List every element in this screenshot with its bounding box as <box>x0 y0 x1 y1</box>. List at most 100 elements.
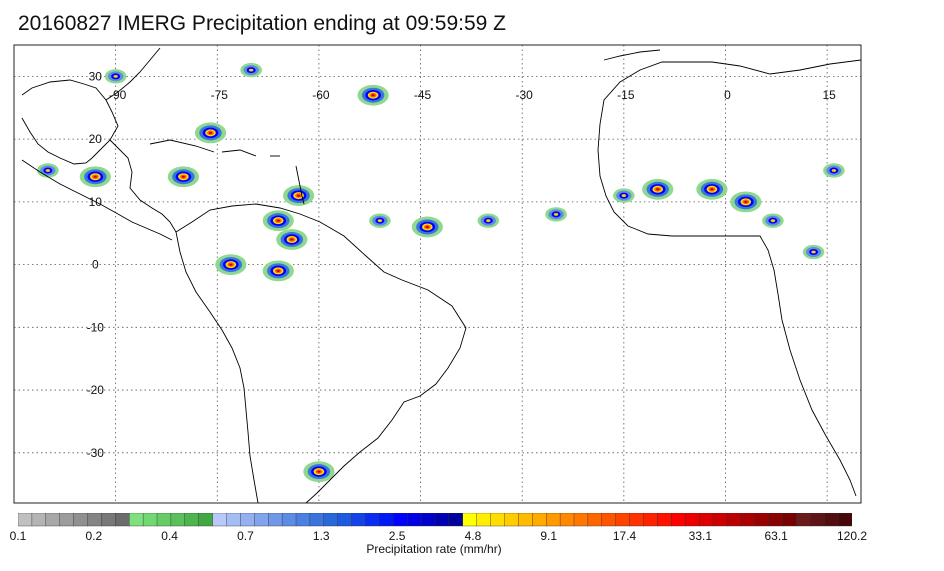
colorbar-tick-label: 0.4 <box>161 529 178 543</box>
coastline-hispaniola <box>221 149 257 157</box>
colorbar-swatch <box>532 513 547 527</box>
map-frame <box>13 44 862 504</box>
colorbar-tick-label: 33.1 <box>688 529 713 543</box>
precip-cell <box>240 62 262 78</box>
colorbar-swatch <box>615 513 631 527</box>
colorbar-swatch <box>101 513 116 527</box>
longitude-tick-label: -15 <box>617 88 635 102</box>
coastline-florida <box>105 47 161 101</box>
colorbar-tick-label: 1.3 <box>312 529 330 543</box>
colorbar-swatch <box>351 513 366 527</box>
precip-cell <box>545 207 567 222</box>
colorbar-swatch <box>824 513 839 527</box>
colorbar-swatch <box>671 513 686 527</box>
colorbar-swatch <box>587 513 603 527</box>
coastline-south-america <box>175 203 467 503</box>
colorbar-swatch <box>546 513 561 527</box>
precip-cell <box>696 178 728 200</box>
colorbar-swatch <box>267 513 283 527</box>
coastline-lesser-antilles <box>295 165 305 205</box>
colorbar-swatch <box>87 513 102 527</box>
colorbar-swatch <box>698 513 714 527</box>
latitude-tick-label: 0 <box>92 258 99 272</box>
colorbar-swatch <box>740 513 756 527</box>
coastline-central-america <box>109 139 177 233</box>
colorbar-tick-label: 2.5 <box>388 529 406 543</box>
colorbar-swatch <box>142 513 158 527</box>
colorbar-swatch <box>448 513 464 527</box>
coastline-cuba <box>149 139 215 153</box>
colorbar-tick-label: 120.2 <box>836 529 868 543</box>
colorbar-swatch <box>128 513 144 527</box>
coastline-central-america-pacific <box>21 159 173 241</box>
colorbar-swatch <box>782 513 797 527</box>
colorbar-swatch <box>59 513 75 527</box>
colorbar-swatch <box>212 513 227 527</box>
colorbar-swatch <box>407 513 422 527</box>
coastline-south-america-west <box>175 231 259 503</box>
latitude-tick-label: -30 <box>87 446 105 460</box>
colorbar-swatch <box>281 513 297 527</box>
longitude-tick-label: -60 <box>312 88 330 102</box>
colorbar-swatch <box>490 513 505 527</box>
precip-cell <box>215 254 247 275</box>
precip-cell <box>262 210 294 232</box>
colorbar-swatch <box>601 513 617 527</box>
colorbar-swatch <box>18 513 33 527</box>
colorbar-swatch <box>810 513 825 527</box>
precip-cell <box>642 178 674 200</box>
precip-cell <box>282 185 315 206</box>
colorbar-swatch <box>184 513 200 527</box>
colorbar-swatch <box>726 513 742 527</box>
colorbar-tick-label: 0.1 <box>9 529 27 543</box>
longitude-tick-label: 15 <box>822 88 836 102</box>
colorbar-swatch <box>198 513 213 527</box>
colorbar-swatch <box>31 513 47 527</box>
colorbar-tick-label: 9.1 <box>540 529 558 543</box>
latitude-tick-label: 10 <box>89 195 103 209</box>
precip-cell <box>303 461 335 483</box>
colorbar-swatch <box>573 513 589 527</box>
colorbar-swatch <box>115 513 130 527</box>
coastline-iberia <box>603 49 661 61</box>
colorbar-swatch <box>420 513 436 527</box>
precip-cell <box>730 191 762 213</box>
colorbar-swatch <box>754 513 770 527</box>
colorbar-swatch <box>156 513 172 527</box>
longitude-tick-label: 0 <box>724 88 731 102</box>
colorbar-swatch <box>643 513 658 527</box>
precipitation-map: -90 -75 -60 -45 -30 -15 0 15 30 20 10 0 -10 -20 -30 <box>13 44 862 504</box>
grid-labels: -90 -75 -60 -45 -30 -15 0 15 30 20 10 0 -10 -20 -30 <box>87 69 836 459</box>
precip-cell <box>79 166 111 188</box>
colorbar-tick-label: 63.1 <box>764 529 788 543</box>
colorbar-swatch <box>518 513 533 527</box>
precip-cell <box>194 122 227 144</box>
longitude-tick-label: -75 <box>211 88 229 102</box>
colorbar-swatch <box>309 513 325 527</box>
precip-cell <box>762 213 784 228</box>
latitude-tick-label: 20 <box>89 132 103 146</box>
colorbar-swatch <box>559 513 575 527</box>
colorbar-swatch <box>170 513 186 527</box>
colorbar-swatch <box>685 513 700 527</box>
precip-cell <box>411 216 443 238</box>
colorbar-swatch <box>712 513 728 527</box>
precip-cell <box>167 166 199 188</box>
colorbar-swatch <box>365 513 380 527</box>
precip-cell <box>613 188 635 203</box>
colorbar-swatch <box>768 513 783 527</box>
precip-cell <box>37 163 59 178</box>
precip-cell <box>276 229 308 250</box>
colorbar-tick-label: 0.7 <box>237 529 254 543</box>
colorbar-swatch <box>323 513 339 527</box>
colorbar-swatch <box>295 513 311 527</box>
colorbar-swatch <box>476 513 492 527</box>
longitude-tick-label: -45 <box>414 88 432 102</box>
precip-cell <box>823 163 845 178</box>
colorbar-swatch <box>393 513 408 527</box>
colorbar-swatch <box>837 513 852 527</box>
latitude-tick-label: -20 <box>87 383 105 397</box>
latitude-tick-label: 30 <box>89 69 103 83</box>
colorbar-swatch <box>254 513 269 527</box>
colorbar-tick-label: 0.2 <box>85 529 103 543</box>
